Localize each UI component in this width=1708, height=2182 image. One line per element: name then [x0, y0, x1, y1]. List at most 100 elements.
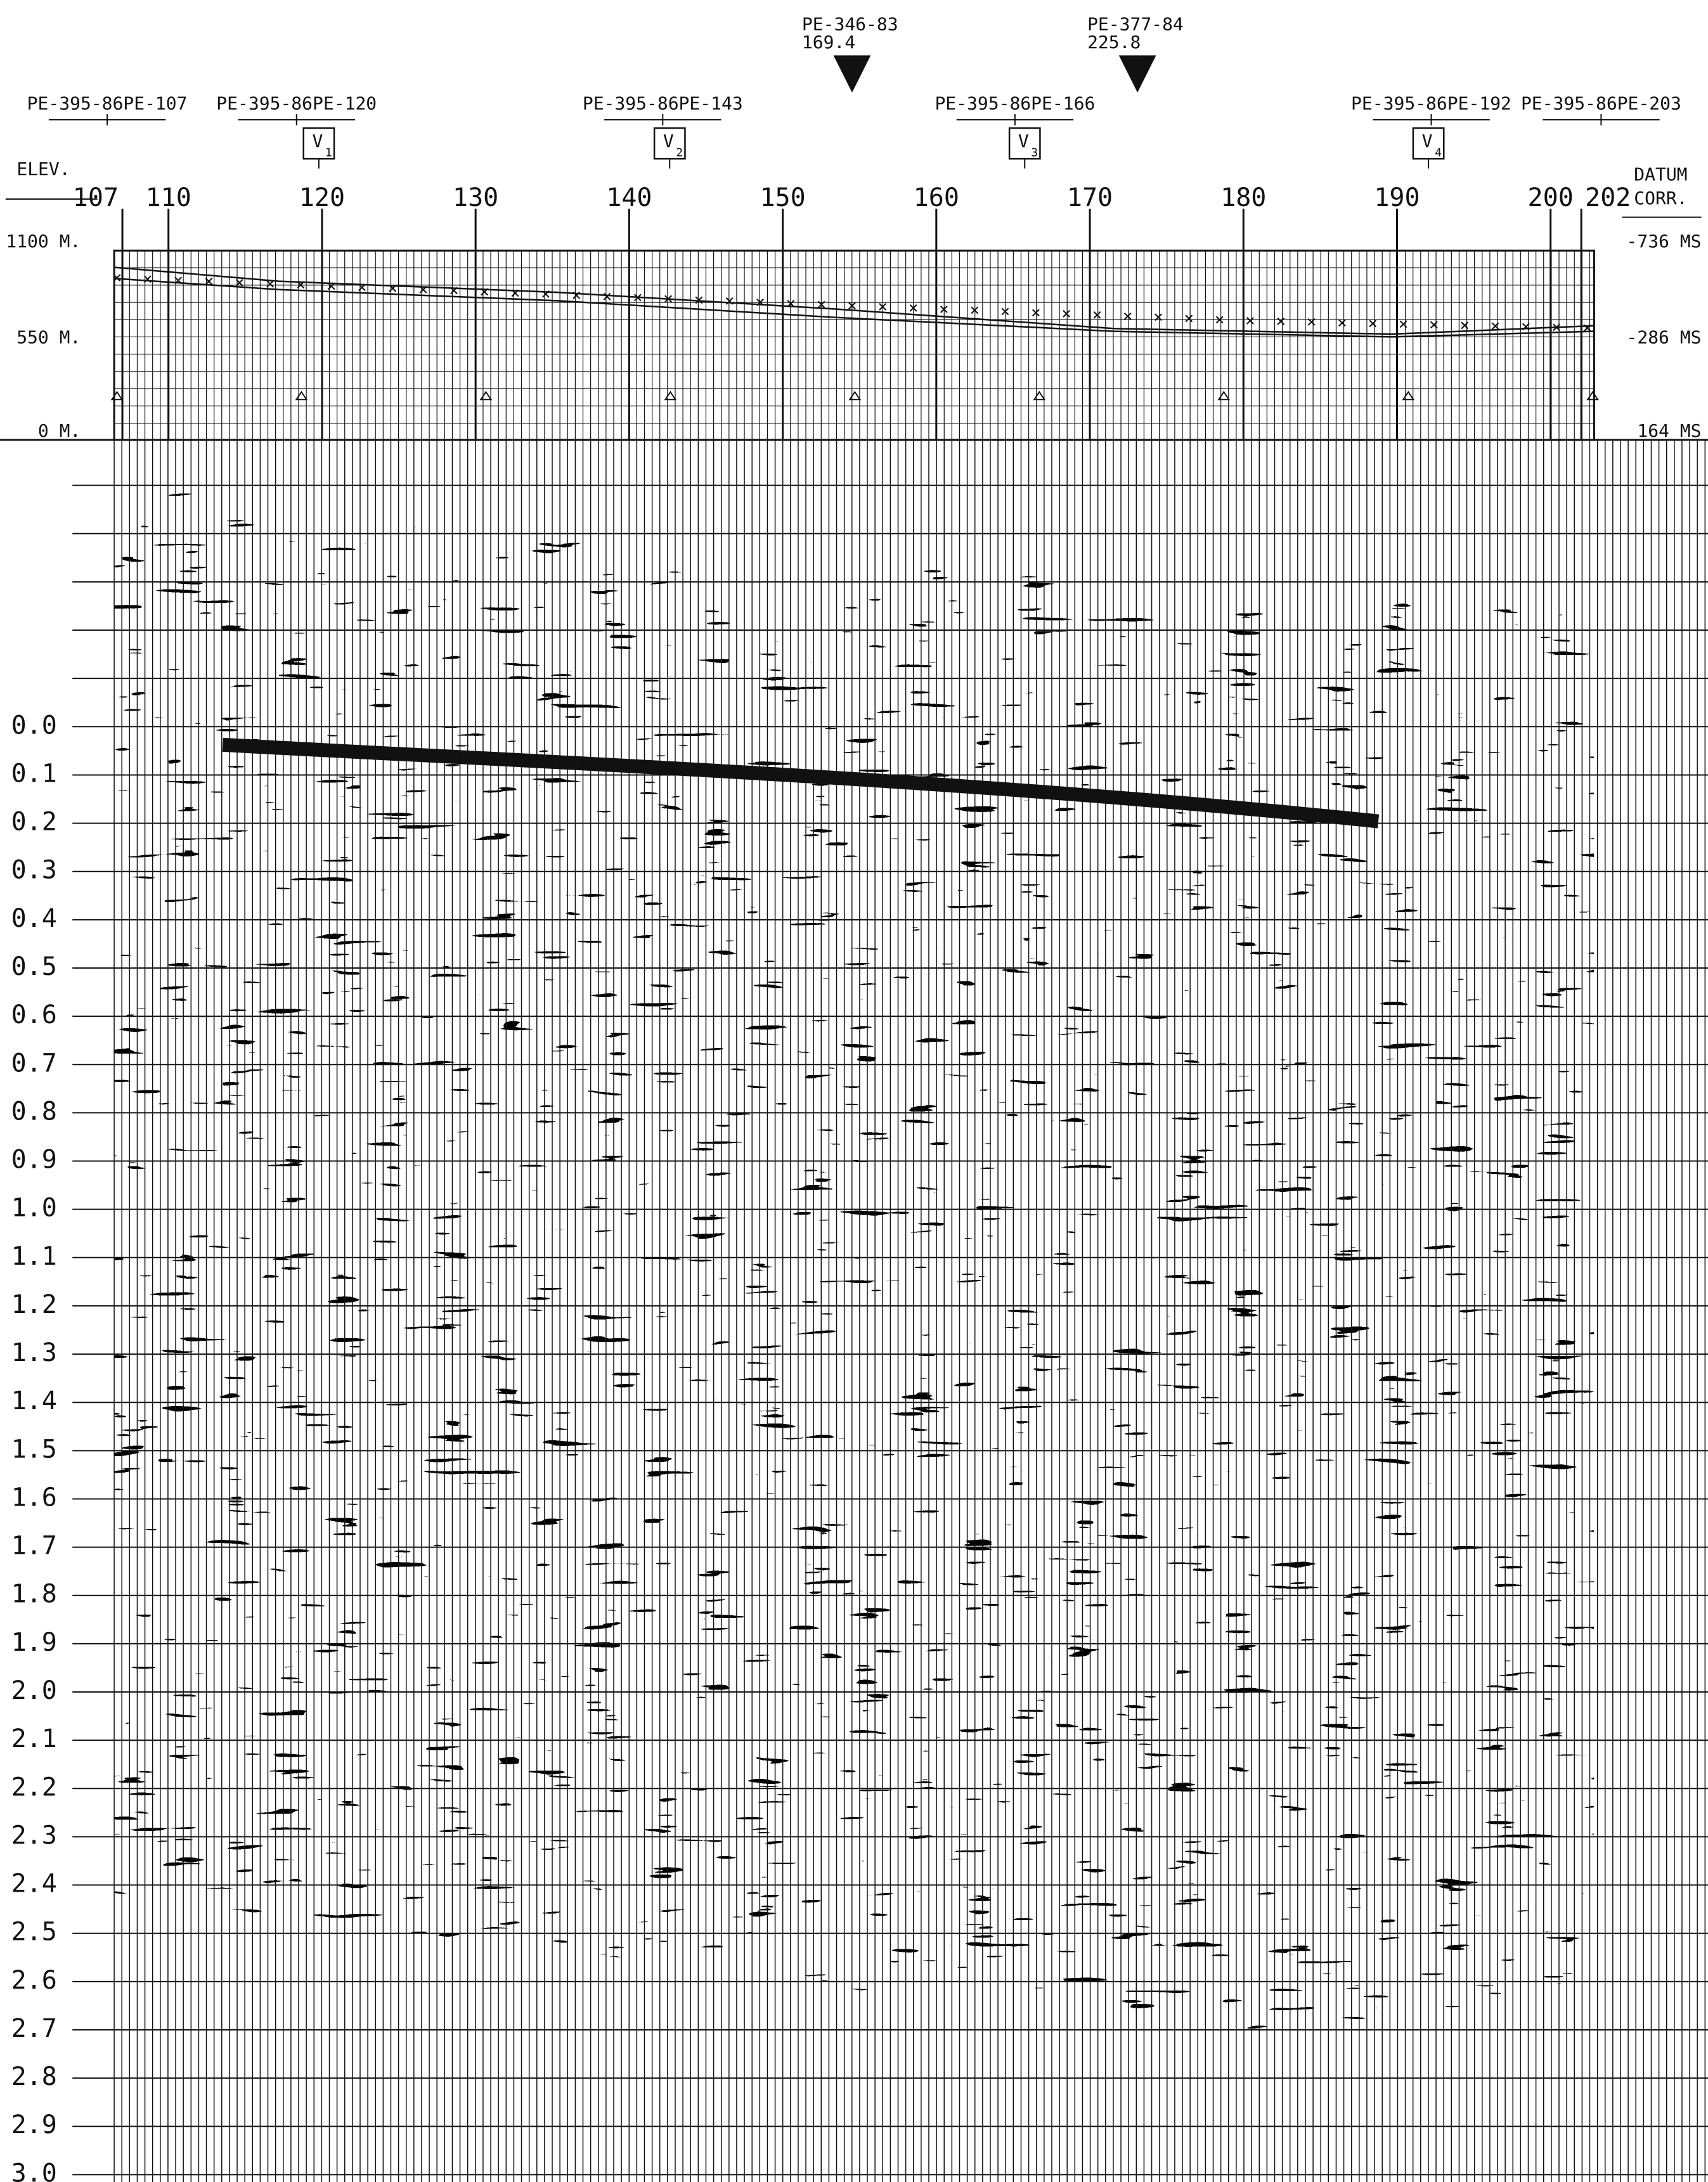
- time-label: 2.1: [11, 1724, 57, 1753]
- velocity-subscript: 4: [1435, 146, 1442, 160]
- time-label: 1.3: [11, 1338, 57, 1367]
- station-label: 160: [914, 183, 959, 212]
- time-label: 2.5: [11, 1918, 57, 1947]
- elev-label: 1100 M.: [6, 231, 81, 252]
- x-marker: ×: [909, 299, 919, 318]
- x-marker: ×: [204, 272, 214, 291]
- station-label: 170: [1067, 183, 1113, 212]
- well-name: PE-346-83: [802, 14, 898, 35]
- x-marker: ×: [1031, 303, 1041, 322]
- station-label: 180: [1220, 183, 1266, 212]
- time-label: 0.6: [11, 1000, 57, 1030]
- seismic-noise: [114, 481, 1594, 2032]
- datum-tri: [664, 391, 677, 401]
- station-label: 190: [1374, 183, 1420, 212]
- time-label: 0.5: [11, 952, 57, 981]
- time-label: 1.4: [11, 1386, 57, 1416]
- x-marker: ×: [1521, 317, 1531, 336]
- x-marker: ×: [112, 269, 122, 288]
- x-marker: ×: [1307, 313, 1317, 332]
- well-marker: [833, 55, 871, 93]
- x-marker: ×: [1399, 314, 1409, 333]
- time-label: 1.2: [11, 1290, 57, 1319]
- x-marker: ×: [847, 296, 857, 315]
- x-marker: ×: [786, 294, 796, 313]
- station-label: 202: [1585, 183, 1631, 212]
- datum-tri: [479, 391, 493, 401]
- x-marker: ×: [173, 271, 183, 290]
- datum-tri: [295, 391, 308, 401]
- x-marker: ×: [1368, 314, 1378, 333]
- time-label: 2.7: [11, 2014, 57, 2043]
- time-label: 0.0: [11, 711, 57, 740]
- x-marker: ×: [755, 293, 765, 312]
- elev-label: 0 M.: [38, 420, 81, 441]
- time-label: 1.0: [11, 1194, 57, 1223]
- well-value: 169.4: [802, 32, 855, 53]
- station-label: 107: [73, 183, 119, 212]
- time-label: 1.9: [11, 1628, 57, 1657]
- velocity-label: V: [663, 131, 674, 152]
- x-marker: ×: [1000, 302, 1011, 321]
- time-label: 3.0: [11, 2159, 57, 2182]
- x-marker: ×: [939, 300, 949, 319]
- velocity-label: V: [1018, 131, 1029, 152]
- datum-tri: [110, 391, 124, 401]
- time-label: 0.8: [11, 1097, 57, 1126]
- shotpoint-label: PE-395-86PE-192: [1351, 93, 1511, 114]
- x-marker: ×: [725, 292, 735, 311]
- station-label: 120: [299, 183, 345, 212]
- x-marker: ×: [296, 276, 306, 295]
- shotpoint-label: PE-395-86PE-120: [216, 93, 377, 114]
- station-label: 150: [760, 183, 805, 212]
- time-label: 0.7: [11, 1049, 57, 1078]
- x-marker: ×: [357, 278, 367, 297]
- station-label: 130: [453, 183, 498, 212]
- datum-tri: [1217, 391, 1231, 401]
- time-label: 2.0: [11, 1676, 57, 1705]
- x-marker: ×: [387, 279, 398, 298]
- time-label: 2.2: [11, 1772, 57, 1802]
- x-marker: ×: [1276, 312, 1286, 331]
- time-label: 1.1: [11, 1242, 57, 1271]
- x-marker: ×: [1153, 308, 1163, 327]
- x-marker: ×: [1061, 304, 1071, 323]
- x-marker: ×: [1245, 311, 1255, 330]
- x-marker: ×: [418, 280, 429, 299]
- x-marker: ×: [969, 301, 980, 320]
- x-marker: ×: [510, 283, 521, 302]
- x-marker: ×: [1429, 315, 1439, 334]
- x-marker: ×: [327, 276, 337, 295]
- time-label: 0.1: [11, 759, 57, 788]
- x-marker: ×: [877, 297, 888, 316]
- time-label: 1.5: [11, 1435, 57, 1464]
- x-marker: ×: [694, 290, 704, 309]
- time-label: 2.8: [11, 2062, 57, 2091]
- x-marker: ×: [1184, 309, 1194, 328]
- datum-title: DATUM: [1634, 164, 1687, 185]
- time-label: 2.9: [11, 2110, 57, 2140]
- x-marker: ×: [143, 270, 153, 289]
- shotpoint-label: PE-395-86PE-203: [1521, 93, 1681, 114]
- velocity-subscript: 3: [1031, 146, 1038, 160]
- datum-subtitle: CORR.: [1634, 188, 1687, 209]
- x-marker: ×: [1551, 318, 1562, 337]
- station-label: 200: [1528, 183, 1574, 212]
- x-marker: ×: [265, 274, 275, 294]
- elevation-curve: [113, 266, 1595, 335]
- datum-label: -736 MS: [1626, 231, 1701, 252]
- x-marker: ×: [602, 287, 612, 306]
- x-marker: ×: [1092, 306, 1103, 325]
- x-marker: ×: [1337, 313, 1347, 332]
- elev-title: ELEV.: [16, 158, 70, 179]
- x-marker: ×: [1123, 307, 1133, 326]
- datum-tri: [848, 391, 862, 401]
- x-marker: ×: [479, 283, 489, 302]
- time-label: 2.3: [11, 1821, 57, 1850]
- shotpoint-label: PE-395-86PE-143: [583, 93, 743, 114]
- time-label: 0.9: [11, 1146, 57, 1175]
- time-label: 1.8: [11, 1580, 57, 1609]
- datum-tri: [1402, 391, 1415, 401]
